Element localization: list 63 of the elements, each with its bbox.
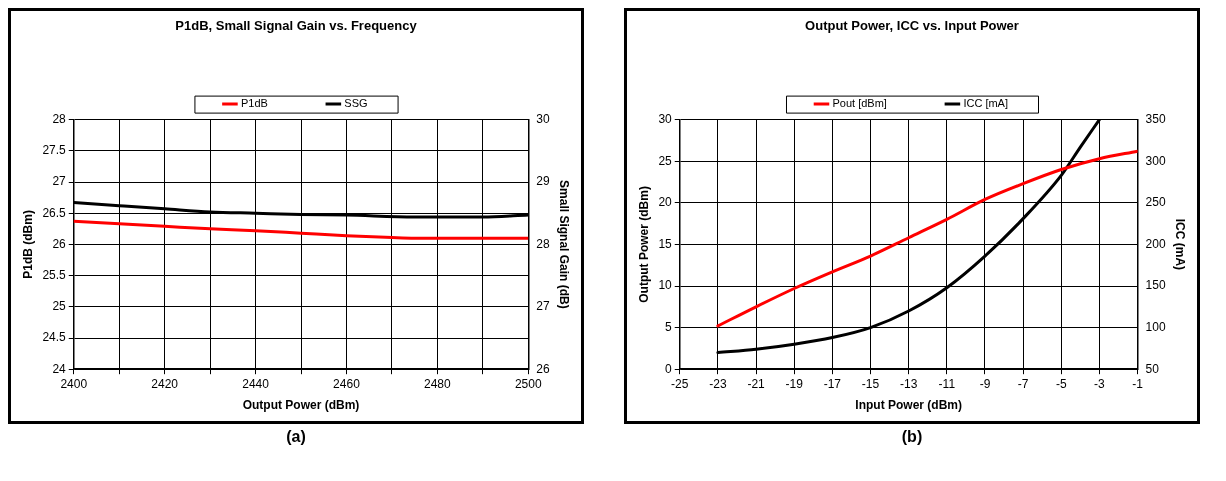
y-tick-label: 26 [52,236,67,251]
y-tick-label: 20 [658,195,673,210]
legend-label: ICC [mA] [963,97,1009,110]
y2-tick-label: 28 [536,236,550,251]
y-tick-label: 24 [52,361,67,376]
y2-tick-label: 100 [1145,319,1166,334]
line-series [716,149,1138,328]
y2-tick-label: 300 [1145,153,1166,168]
legend-label: SSG [344,97,368,110]
y2-tick-label: 30 [536,111,550,126]
y2-tick-label: 200 [1145,236,1166,251]
chart-title: Output Power, ICC vs. Input Power [805,18,1019,34]
x-axis-title: Output Power (dBm) [242,398,360,413]
text: (a) [285,428,307,446]
line-series [73,219,529,240]
y2-tick-label: 50 [1145,361,1160,376]
x-tick-label: -3 [1094,376,1106,391]
y-axis-title: Output Power (dBm) [636,186,651,303]
x-tick-label: -17 [823,376,842,391]
y2-tick-label: 350 [1145,111,1166,126]
x-tick-label: 2400 [60,376,88,391]
text: (b) [900,428,924,446]
y-tick-label: 15 [658,236,673,251]
y-axis-title: P1dB (dBm) [20,210,35,279]
y-tick-label: 30 [658,111,673,126]
y-tick-label: 26.5 [42,205,67,220]
y2-tick-label: 250 [1145,195,1166,210]
x-tick-label: -21 [747,376,766,391]
x-tick-label: -15 [861,376,880,391]
y-tick-label: 27.5 [42,143,67,158]
legend-label: P1dB [240,97,268,110]
chart-title: P1dB, Small Signal Gain vs. Frequency [175,18,418,34]
x-tick-label: -5 [1055,376,1067,391]
y-tick-label: 28 [52,111,67,126]
x-tick-label: -1 [1132,376,1144,391]
y-tick-label: 25 [52,299,67,314]
y-tick-label: 24.5 [42,330,67,345]
y-tick-label: 25 [658,153,673,168]
x-tick-label: -7 [1017,376,1029,391]
y-tick-label: 27 [52,174,67,189]
x-axis-title: Input Power (dBm) [855,398,962,413]
y-tick-label: 25.5 [42,267,67,282]
y-tick-label: 5 [665,319,673,334]
x-tick-label: -23 [709,376,727,391]
y2-tick-label: 150 [1145,278,1166,293]
x-tick-label: -13 [899,376,918,391]
x-tick-label: 2480 [424,376,452,391]
y2-axis-title: Small Signal Gain (dB) [557,180,572,309]
y2-tick-label: 26 [536,361,550,376]
x-tick-label: -25 [671,376,689,391]
x-tick-label: 2500 [514,376,542,391]
y2-tick-label: 27 [536,299,550,314]
x-tick-label: 2460 [333,376,361,391]
y2-axis-title: ICC (mA) [1173,218,1188,271]
x-tick-label: 2440 [242,376,270,391]
y-tick-label: 0 [665,361,673,376]
x-tick-label: 2420 [151,376,179,391]
x-tick-label: -19 [785,376,804,391]
x-tick-label: -9 [979,376,991,391]
x-tick-label: -11 [938,376,956,391]
y-tick-label: 10 [658,278,673,293]
legend-label: Pout [dBm] [832,97,887,110]
y2-tick-label: 29 [536,174,550,189]
